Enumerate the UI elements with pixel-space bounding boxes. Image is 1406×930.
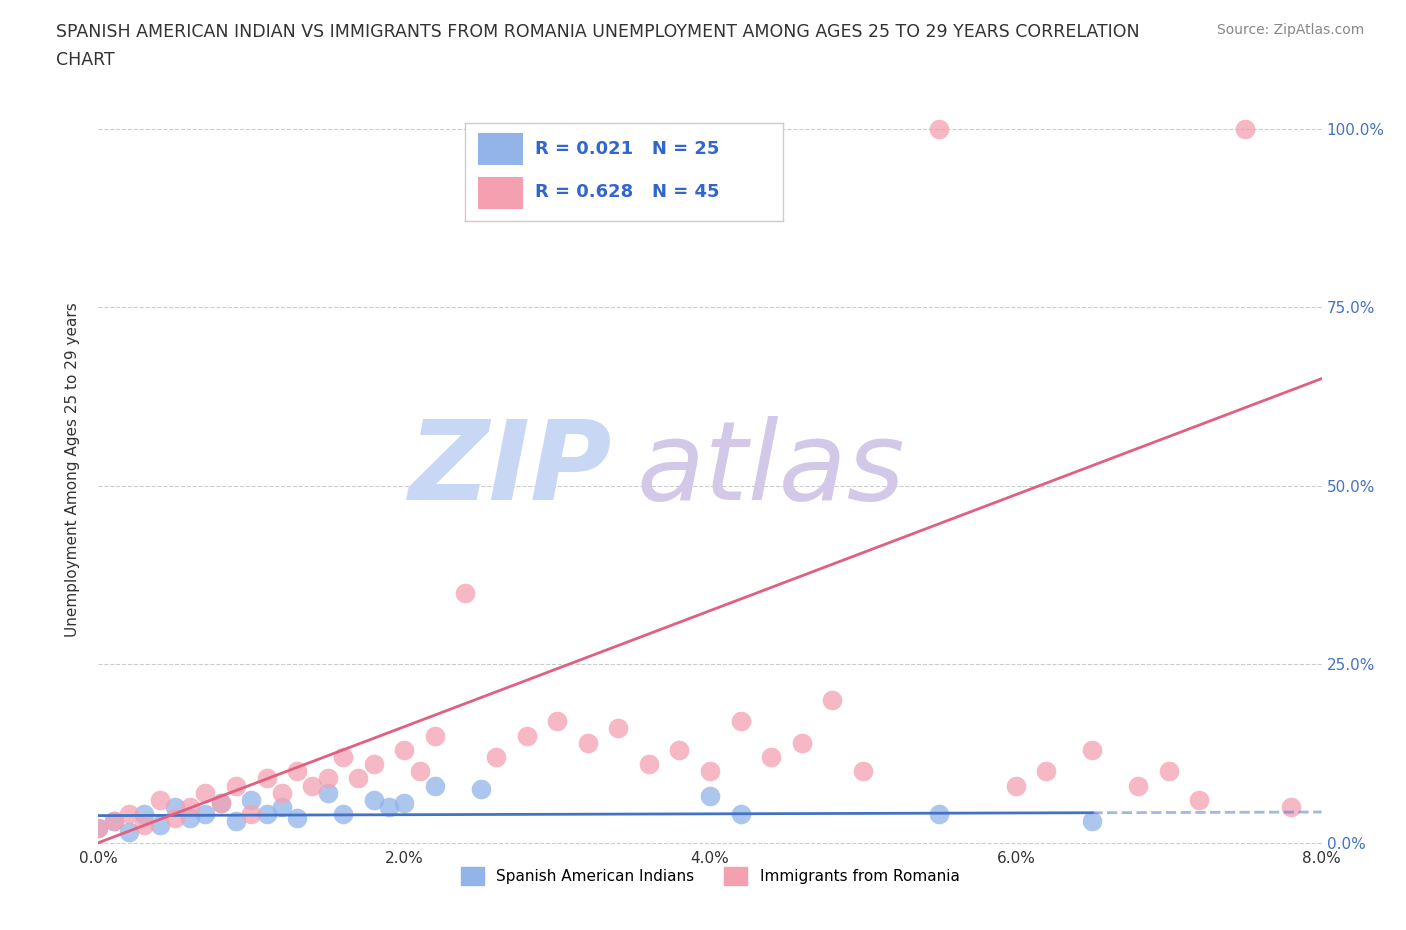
- Point: [1128, 778, 1150, 793]
- Point: [179, 800, 201, 815]
- Point: [1279, 800, 1302, 815]
- Point: [423, 778, 446, 793]
- Point: [149, 817, 172, 832]
- Point: [270, 800, 294, 815]
- Point: [316, 771, 339, 786]
- Point: [270, 785, 294, 800]
- Point: [225, 814, 247, 829]
- Point: [423, 728, 446, 743]
- Point: [332, 750, 354, 764]
- Point: [699, 789, 721, 804]
- Text: Source: ZipAtlas.com: Source: ZipAtlas.com: [1216, 23, 1364, 37]
- Text: SPANISH AMERICAN INDIAN VS IMMIGRANTS FROM ROMANIA UNEMPLOYMENT AMONG AGES 25 TO: SPANISH AMERICAN INDIAN VS IMMIGRANTS FR…: [56, 23, 1140, 41]
- Point: [256, 806, 278, 821]
- Point: [363, 792, 385, 807]
- Point: [163, 810, 186, 825]
- Point: [928, 806, 950, 821]
- Point: [87, 821, 110, 836]
- Point: [607, 721, 630, 736]
- Point: [87, 821, 110, 836]
- Point: [1234, 121, 1257, 136]
- Point: [637, 757, 661, 772]
- Point: [730, 714, 752, 729]
- Point: [256, 771, 278, 786]
- Legend: Spanish American Indians, Immigrants from Romania: Spanish American Indians, Immigrants fro…: [454, 860, 966, 891]
- Point: [134, 806, 156, 821]
- Text: ZIP: ZIP: [409, 416, 612, 524]
- Text: CHART: CHART: [56, 51, 115, 69]
- Point: [225, 778, 247, 793]
- Point: [134, 817, 156, 832]
- Y-axis label: Unemployment Among Ages 25 to 29 years: Unemployment Among Ages 25 to 29 years: [65, 302, 80, 637]
- Point: [1157, 764, 1180, 778]
- Point: [301, 778, 323, 793]
- Point: [149, 792, 172, 807]
- Point: [118, 806, 141, 821]
- Point: [699, 764, 721, 778]
- Point: [1081, 814, 1104, 829]
- Point: [163, 800, 186, 815]
- Point: [928, 121, 950, 136]
- Point: [790, 736, 813, 751]
- Point: [759, 750, 782, 764]
- Point: [179, 810, 201, 825]
- Point: [1081, 742, 1104, 757]
- Point: [1035, 764, 1057, 778]
- Point: [408, 764, 430, 778]
- Point: [285, 810, 308, 825]
- Point: [821, 693, 844, 708]
- Point: [392, 796, 416, 811]
- Point: [209, 796, 232, 811]
- Point: [1004, 778, 1026, 793]
- Point: [576, 736, 599, 751]
- Point: [103, 814, 125, 829]
- Point: [103, 814, 125, 829]
- Point: [194, 806, 217, 821]
- Point: [347, 771, 370, 786]
- Point: [194, 785, 217, 800]
- Point: [852, 764, 875, 778]
- Point: [546, 714, 568, 729]
- Point: [363, 757, 385, 772]
- Point: [209, 796, 232, 811]
- Point: [668, 742, 690, 757]
- Point: [485, 750, 508, 764]
- Point: [470, 782, 492, 797]
- Point: [1188, 792, 1211, 807]
- Point: [392, 742, 416, 757]
- Point: [454, 585, 477, 600]
- Point: [516, 728, 538, 743]
- Point: [378, 800, 401, 815]
- Point: [730, 806, 752, 821]
- Point: [240, 792, 263, 807]
- Point: [240, 806, 263, 821]
- Point: [285, 764, 308, 778]
- Point: [316, 785, 339, 800]
- Point: [332, 806, 354, 821]
- Text: atlas: atlas: [637, 416, 905, 524]
- Point: [118, 825, 141, 840]
